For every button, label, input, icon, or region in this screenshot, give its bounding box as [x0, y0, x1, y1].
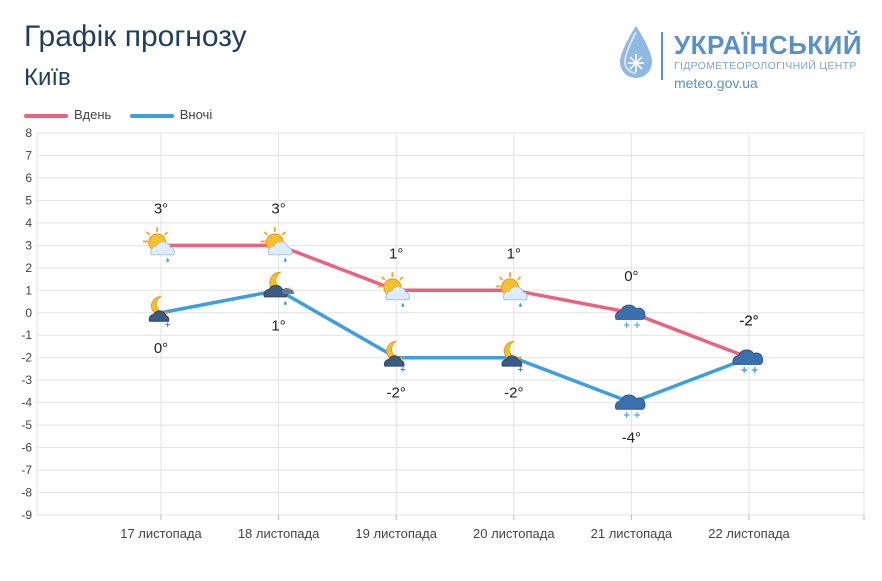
day-temp-label: 0° — [624, 268, 638, 285]
y-tick-label: -2 — [21, 351, 32, 365]
day-temp-label: 3° — [154, 200, 168, 217]
sun-cloud-rain-icon — [377, 271, 411, 308]
y-tick-label: 8 — [25, 126, 32, 140]
day-temp-label: 1° — [389, 245, 403, 262]
y-tick-label: 2 — [25, 261, 32, 275]
y-tick-label: 1 — [25, 283, 32, 297]
legend-label-day: Вдень — [74, 107, 112, 122]
x-tick-label: 17 листопада — [120, 526, 202, 541]
y-tick-label: -4 — [21, 396, 32, 410]
legend-item-day[interactable]: Вдень — [24, 107, 111, 122]
x-tick-label: 21 листопада — [591, 526, 673, 541]
day-temp-label: 3° — [271, 200, 285, 217]
logo-url[interactable]: meteo.gov.ua — [674, 75, 758, 91]
y-tick-label: -9 — [21, 508, 32, 522]
y-tick-label: -1 — [21, 328, 32, 342]
night-temp-label: -2° — [504, 385, 523, 402]
x-tick-label: 20 листопада — [473, 526, 555, 541]
y-tick-label: 4 — [25, 216, 32, 230]
y-tick-label: 0 — [25, 306, 32, 320]
y-tick-label: 6 — [25, 171, 32, 185]
x-tick-label: 22 листопада — [708, 526, 790, 541]
chart-legend: Вдень Вночі — [24, 106, 226, 122]
x-tick-label: 19 листопада — [355, 526, 437, 541]
legend-label-night: Вночі — [179, 107, 213, 122]
night-temp-label: -2° — [739, 313, 758, 330]
logo[interactable]: УКРАЇНСЬКИЙ ГІДРОМЕТЕОРОЛОГІЧНИЙ ЦЕНТР m… — [612, 22, 872, 98]
y-tick-label: -6 — [21, 441, 32, 455]
page-title: Графік прогнозу — [24, 20, 247, 53]
day-temp-label: -2° — [739, 313, 758, 330]
y-tick-label: 3 — [25, 238, 32, 252]
series-line-day — [159, 243, 751, 360]
cloud-snow-icon — [614, 304, 646, 329]
y-tick-label: -7 — [21, 463, 32, 477]
logo-subtitle: ГІДРОМЕТЕОРОЛОГІЧНИЙ ЦЕНТР — [674, 60, 857, 72]
day-temp-label: 1° — [507, 245, 521, 262]
y-tick-label: 5 — [25, 193, 32, 207]
sun-cloud-rain-icon — [142, 226, 176, 263]
logo-name: УКРАЇНСЬКИЙ — [674, 30, 863, 60]
night-temp-label: -2° — [387, 385, 406, 402]
series-line-night — [159, 288, 751, 405]
night-temp-label: -4° — [622, 430, 641, 447]
water-drop-snowflake-icon — [620, 26, 652, 78]
legend-swatch-day — [24, 113, 68, 118]
city-name: Київ — [24, 64, 71, 91]
night-temp-label: 0° — [154, 340, 168, 357]
legend-swatch-night — [129, 113, 174, 118]
y-tick-label: -5 — [21, 418, 32, 432]
y-tick-label: -3 — [21, 373, 32, 387]
y-tick-label: 7 — [25, 148, 32, 162]
legend-item-night[interactable]: Вночі — [129, 107, 213, 122]
logo-divider — [661, 32, 663, 80]
x-tick-label: 18 листопада — [238, 526, 320, 541]
night-temp-label: 1° — [271, 317, 285, 334]
y-tick-label: -8 — [21, 486, 32, 500]
